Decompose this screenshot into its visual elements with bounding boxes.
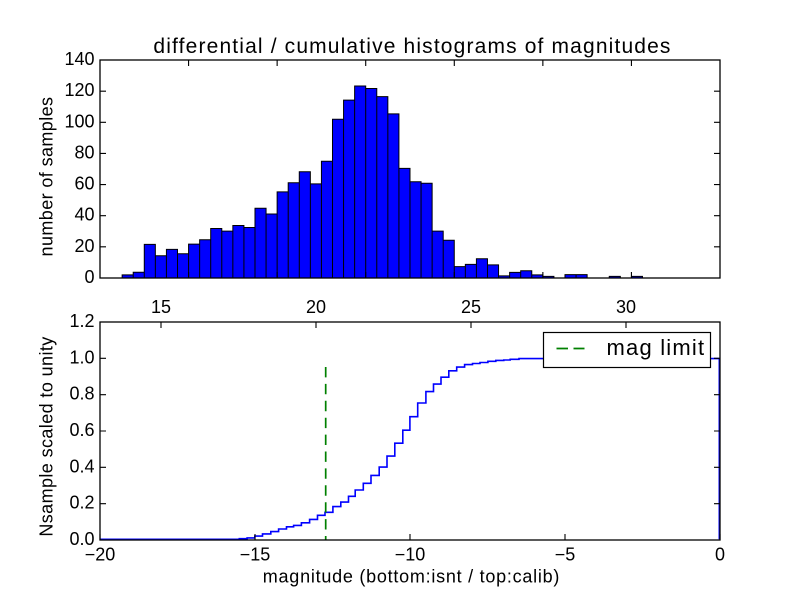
svg-text:15: 15 (151, 297, 171, 317)
svg-text:magnitude (bottom:isnt / top:c: magnitude (bottom:isnt / top:calib) (263, 567, 560, 587)
svg-text:0.2: 0.2 (69, 493, 94, 513)
svg-text:80: 80 (74, 142, 94, 162)
svg-text:100: 100 (64, 111, 94, 131)
svg-text:40: 40 (74, 205, 94, 225)
svg-text:140: 140 (64, 49, 94, 69)
svg-text:20: 20 (74, 236, 94, 256)
svg-text:−5: −5 (555, 545, 576, 565)
svg-text:30: 30 (616, 297, 636, 317)
svg-text:0.4: 0.4 (69, 456, 94, 476)
svg-text:−10: −10 (395, 545, 426, 565)
svg-text:0.0: 0.0 (69, 529, 94, 549)
svg-text:Nsample scaled to unity: Nsample scaled to unity (37, 336, 57, 536)
svg-text:number of samples: number of samples (37, 97, 57, 257)
svg-text:0: 0 (84, 267, 94, 287)
svg-text:−20: −20 (85, 545, 116, 565)
svg-text:120: 120 (64, 80, 94, 100)
svg-text:20: 20 (306, 297, 326, 317)
svg-text:mag limit: mag limit (607, 335, 706, 360)
svg-text:−15: −15 (240, 545, 271, 565)
svg-text:0: 0 (715, 545, 725, 565)
svg-text:1.2: 1.2 (69, 311, 94, 331)
svg-text:1.0: 1.0 (69, 347, 94, 367)
svg-text:differential / cumulative hist: differential / cumulative histograms of … (153, 35, 671, 58)
svg-text:60: 60 (74, 174, 94, 194)
svg-text:25: 25 (461, 297, 481, 317)
svg-text:0.8: 0.8 (69, 384, 94, 404)
svg-text:0.6: 0.6 (69, 420, 94, 440)
